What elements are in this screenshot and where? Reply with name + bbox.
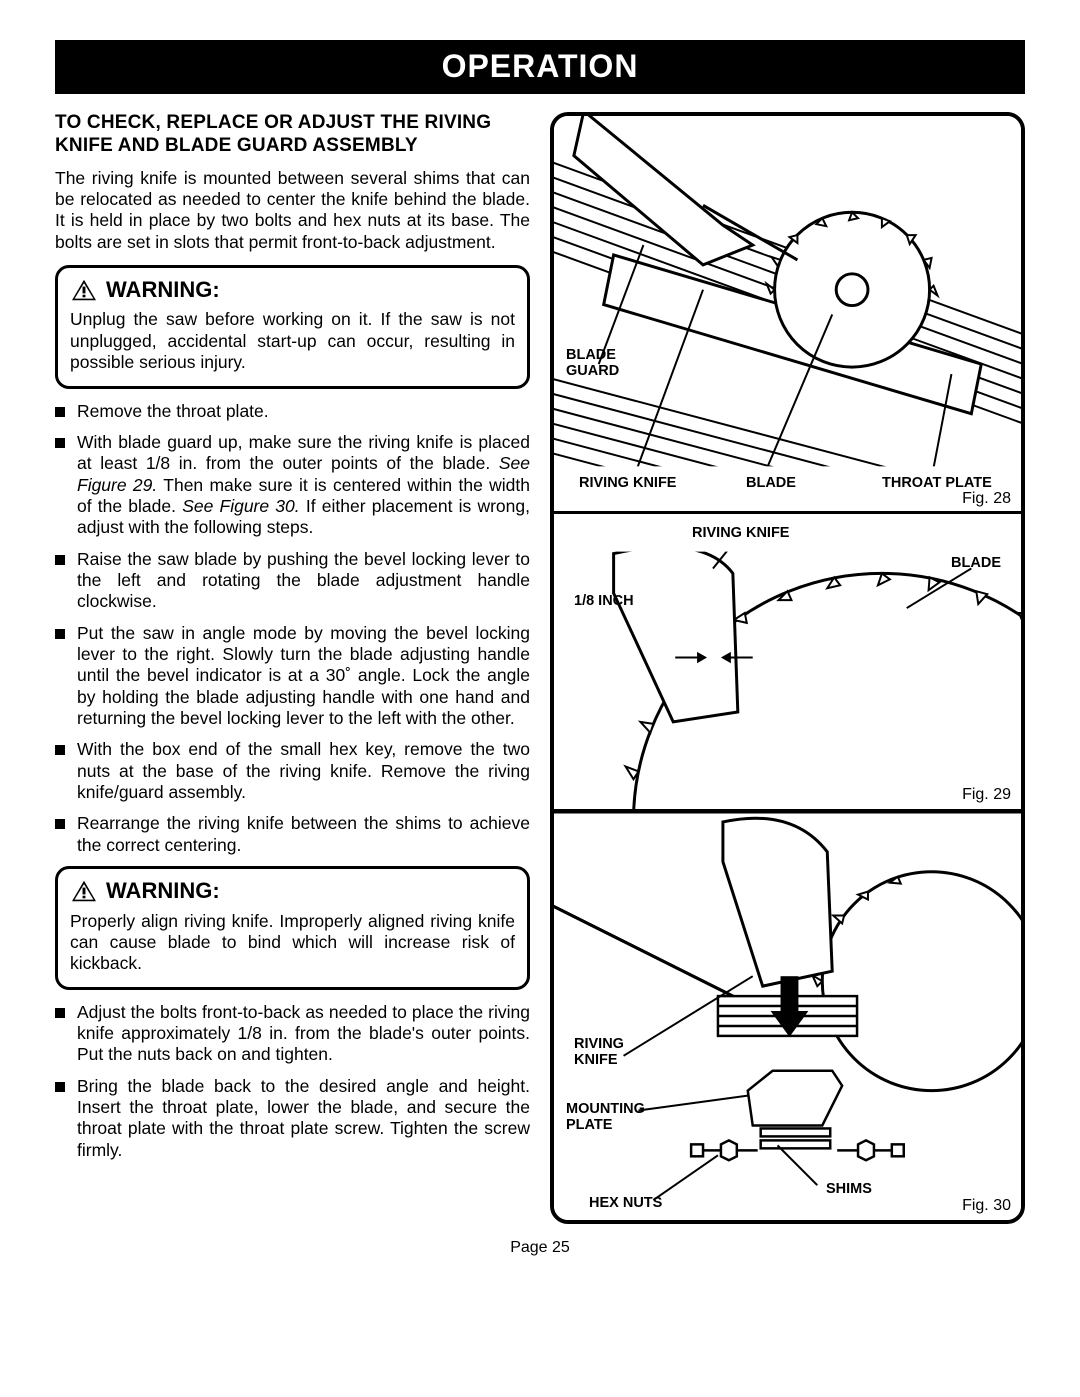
figure-frame: BLADE GUARD RIVING KNIFE BLADE THROAT PL…: [550, 112, 1025, 1224]
warning-label: WARNING:: [106, 276, 220, 304]
fig28-label-blade: BLADE: [746, 476, 796, 492]
left-column: TO CHECK, REPLACE OR ADJUST THE RIVING K…: [55, 112, 530, 1224]
fig28-label-riving-knife: RIVING KNIFE: [579, 476, 676, 492]
figure-panel-29: RIVING KNIFE BLADE 1/8 INCH Fig. 29: [554, 514, 1021, 812]
bullet-list-2: Adjust the bolts front-to-back as needed…: [55, 1002, 530, 1161]
warning-heading: WARNING:: [70, 276, 515, 304]
list-item: With blade guard up, make sure the rivin…: [55, 432, 530, 539]
warning-text: Properly align riving knife. Improperly …: [70, 911, 515, 975]
intro-paragraph: The riving knife is mounted between seve…: [55, 168, 530, 253]
fig30-label-shims: SHIMS: [826, 1182, 872, 1198]
warning-box-2: WARNING: Properly align riving knife. Im…: [55, 866, 530, 990]
fig30-caption: Fig. 30: [962, 1196, 1011, 1216]
warning-text: Unplug the saw before working on it. If …: [70, 309, 515, 373]
list-item: Rearrange the riving knife between the s…: [55, 813, 530, 856]
warning-icon: [70, 278, 98, 302]
list-item: Raise the saw blade by pushing the bevel…: [55, 549, 530, 613]
fig28-caption: Fig. 28: [962, 489, 1011, 509]
list-item: Remove the throat plate.: [55, 401, 530, 422]
content-columns: TO CHECK, REPLACE OR ADJUST THE RIVING K…: [55, 112, 1025, 1224]
list-item: With the box end of the small hex key, r…: [55, 739, 530, 803]
fig29-caption: Fig. 29: [962, 785, 1011, 805]
fig29-label-riving-knife: RIVING KNIFE: [692, 526, 789, 542]
figure-panel-28: BLADE GUARD RIVING KNIFE BLADE THROAT PL…: [554, 116, 1021, 514]
fig28-illustration: [554, 116, 1021, 511]
page-title: OPERATION: [442, 48, 639, 84]
figure-panel-30: RIVING KNIFE MOUNTING PLATE SHIMS HEX NU…: [554, 812, 1021, 1220]
bullet-list-1: Remove the throat plate. With blade guar…: [55, 401, 530, 857]
fig30-label-mounting-plate: MOUNTING PLATE: [566, 1102, 645, 1134]
list-item: Bring the blade back to the desired angl…: [55, 1076, 530, 1161]
right-column: BLADE GUARD RIVING KNIFE BLADE THROAT PL…: [550, 112, 1025, 1224]
section-heading: TO CHECK, REPLACE OR ADJUST THE RIVING K…: [55, 112, 530, 158]
warning-box-1: WARNING: Unplug the saw before working o…: [55, 265, 530, 389]
fig30-label-hex-nuts: HEX NUTS: [589, 1196, 662, 1212]
fig28-label-blade-guard: BLADE GUARD: [566, 348, 619, 380]
fig30-label-riving-knife: RIVING KNIFE: [574, 1037, 624, 1069]
warning-label: WARNING:: [106, 877, 220, 905]
fig29-label-inch: 1/8 INCH: [574, 594, 634, 610]
warning-heading: WARNING:: [70, 877, 515, 905]
page-title-bar: OPERATION: [55, 40, 1025, 94]
fig30-illustration: [554, 812, 1021, 1220]
list-item: Put the saw in angle mode by moving the …: [55, 623, 530, 730]
list-item: Adjust the bolts front-to-back as needed…: [55, 1002, 530, 1066]
warning-icon: [70, 879, 98, 903]
page-number: Page 25: [55, 1238, 1025, 1258]
fig29-label-blade: BLADE: [951, 556, 1001, 572]
